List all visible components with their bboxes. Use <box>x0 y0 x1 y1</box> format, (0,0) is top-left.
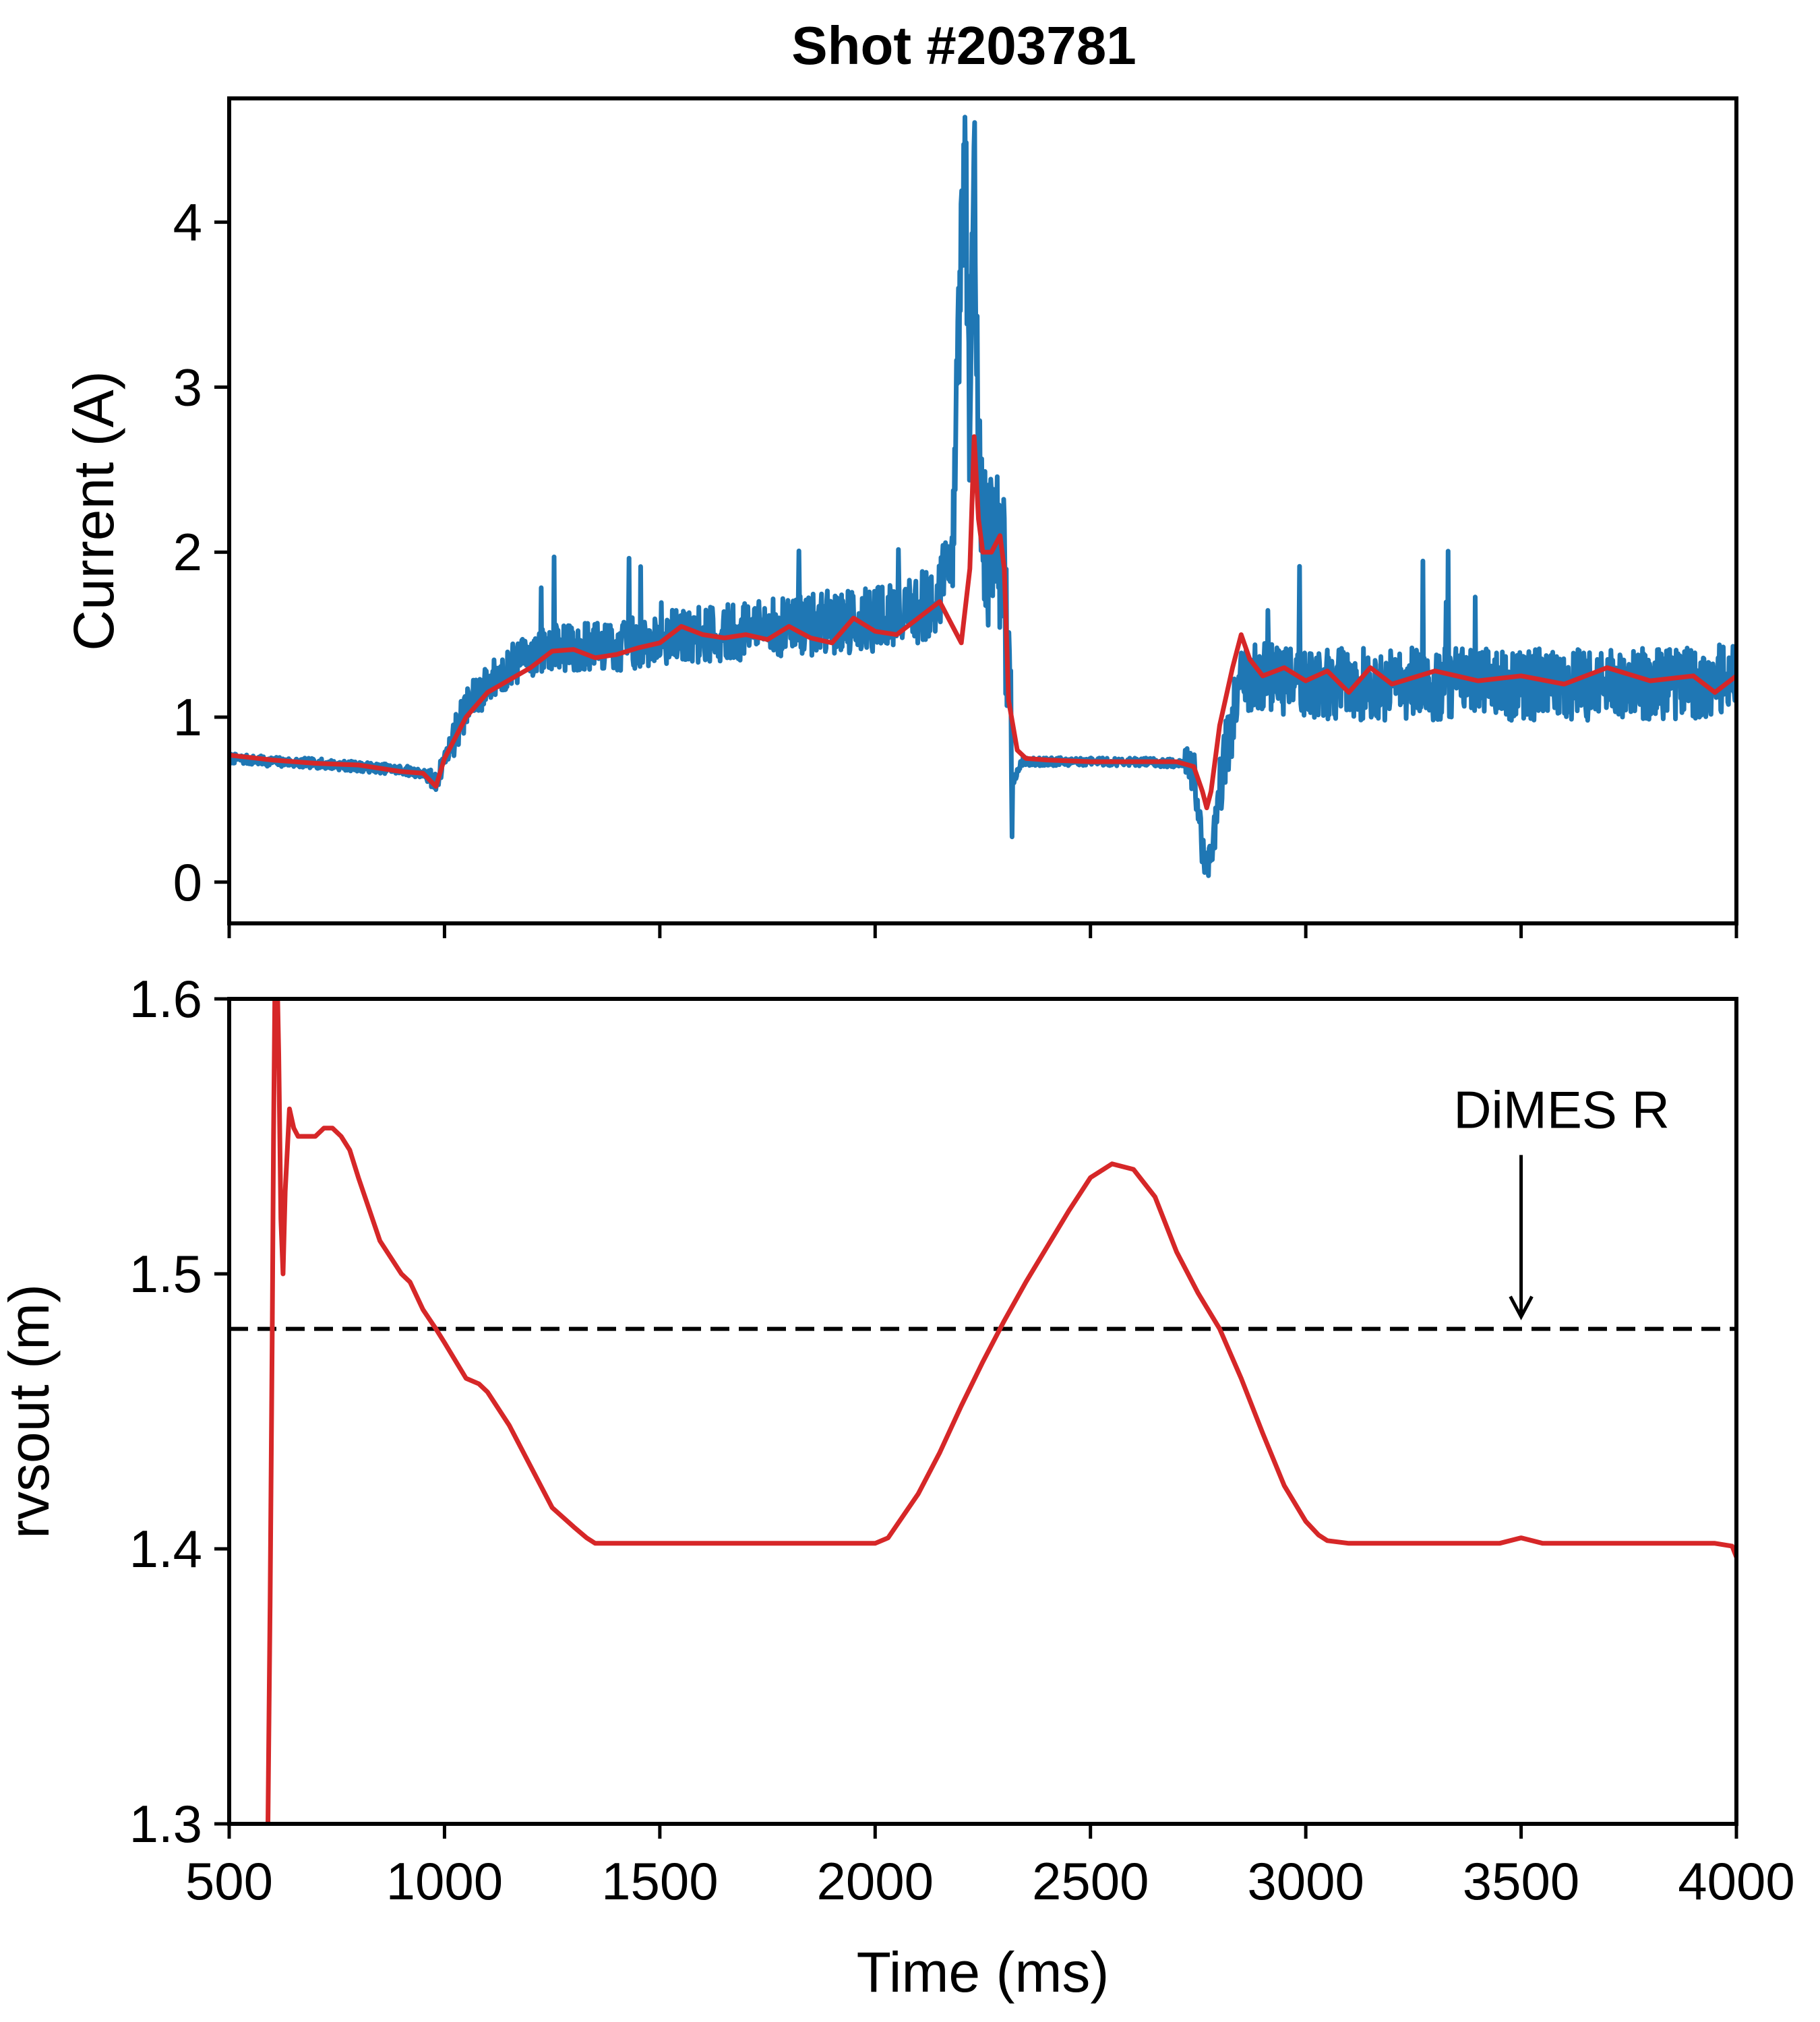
current-panel: 0 1 2 3 4 Current (A) <box>62 96 1738 938</box>
annotation-label: DiMES R <box>1453 1080 1670 1140</box>
current-raw-series <box>229 115 1736 878</box>
rvsout-x-tick-label: 2000 <box>817 1851 934 1911</box>
rvsout-series <box>266 999 1736 1824</box>
rvsout-x-ticks: 500 1000 1500 2000 2500 3000 3500 4000 <box>185 1824 1795 1911</box>
annotation-arrow-head <box>1509 1295 1534 1320</box>
rvsout-x-tick-label: 500 <box>185 1851 273 1911</box>
rvsout-x-tick-label: 3500 <box>1463 1851 1580 1911</box>
current-y-ticks: 0 1 2 3 4 <box>173 193 229 912</box>
current-y-axis-label: Current (A) <box>62 371 125 650</box>
current-y-tick-label: 4 <box>173 193 202 252</box>
rvsout-x-tick-label: 3000 <box>1247 1851 1364 1911</box>
rvsout-y-tick-label: 1.3 <box>129 1794 202 1854</box>
current-x-ticks <box>227 923 1738 938</box>
current-plot-area <box>229 115 1736 878</box>
rvsout-x-tick-label: 2500 <box>1032 1851 1149 1911</box>
figure-title: Shot #203781 <box>791 16 1136 75</box>
rvsout-y-axis-label: rvsout (m) <box>0 1284 61 1539</box>
rvsout-y-tick-label: 1.5 <box>129 1244 202 1304</box>
dimes-annotation: DiMES R <box>1453 1080 1670 1320</box>
rvsout-y-ticks: 1.3 1.4 1.5 1.6 <box>129 969 229 1854</box>
current-smoothed-series <box>229 434 1736 811</box>
rvsout-x-tick-label: 1000 <box>386 1851 504 1911</box>
rvsout-x-tick-label: 1500 <box>601 1851 719 1911</box>
current-y-tick-label: 0 <box>173 853 202 912</box>
rvsout-x-tick-label: 4000 <box>1678 1851 1795 1911</box>
rvsout-y-tick-label: 1.6 <box>129 969 202 1029</box>
current-y-tick-label: 3 <box>173 357 202 417</box>
current-y-tick-label: 1 <box>173 687 202 747</box>
rvsout-plot-area <box>229 999 1736 1824</box>
time-x-axis-label: Time (ms) <box>857 1940 1110 2004</box>
current-y-tick-label: 2 <box>173 522 202 582</box>
current-axes-frame <box>227 96 1738 925</box>
rvsout-y-tick-label: 1.4 <box>129 1519 202 1579</box>
rvsout-panel: 500 1000 1500 2000 2500 3000 3500 4000 1.31.41.… <box>0 969 1795 2004</box>
rvsout-axes-frame <box>227 997 1738 1826</box>
